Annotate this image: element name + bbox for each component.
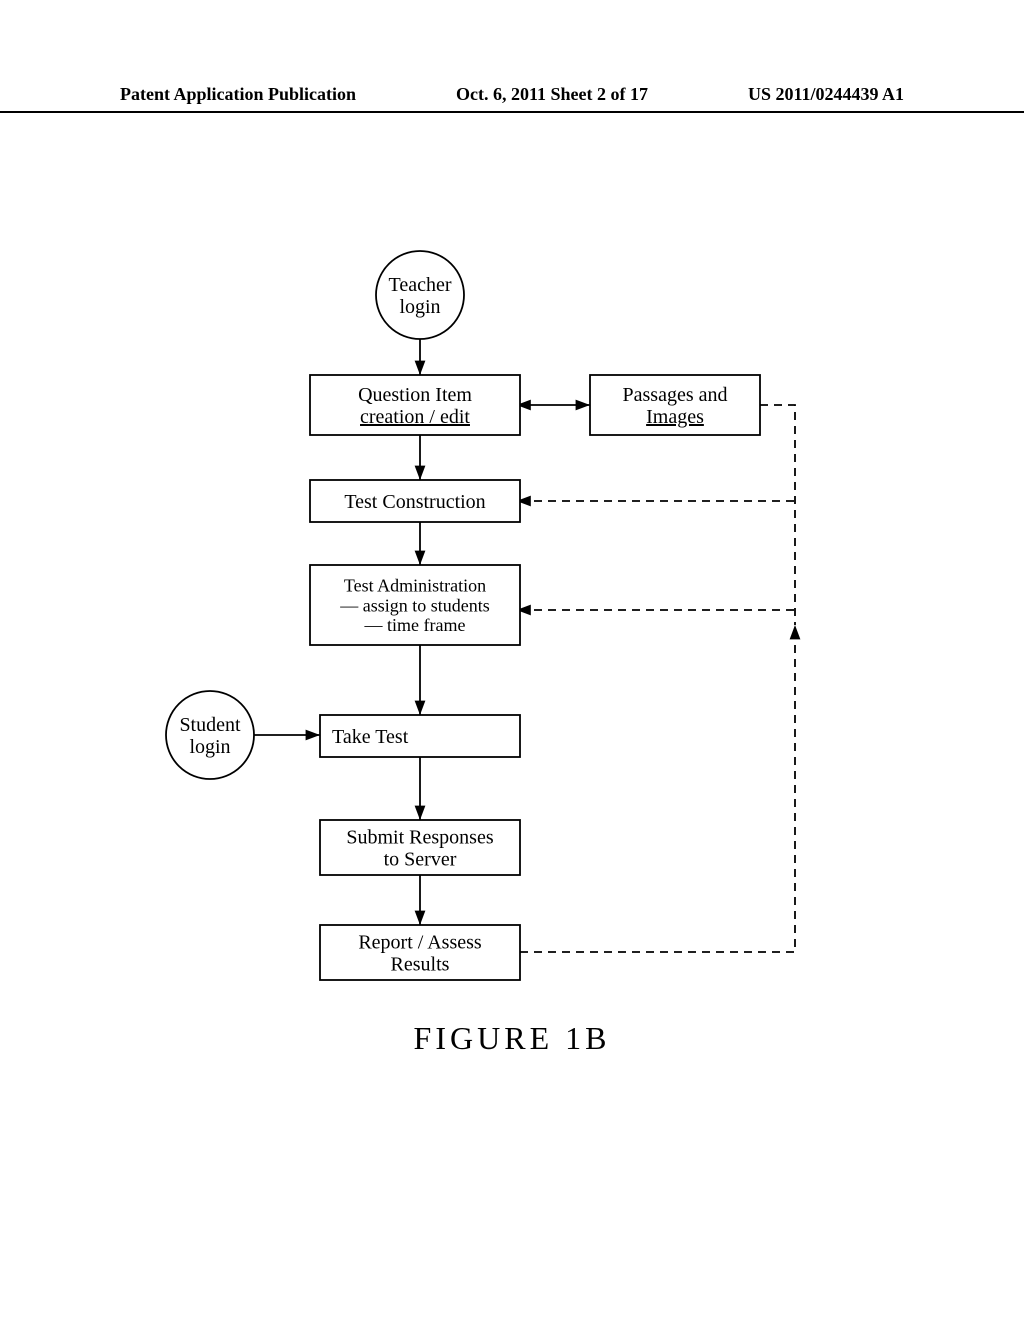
node-label: Passages and [623, 384, 728, 406]
node-label: Report / Assess [358, 932, 482, 954]
node-label: to Server [384, 849, 457, 871]
node-passages: Passages andImages [590, 375, 760, 435]
header-right: US 2011/0244439 A1 [748, 84, 904, 105]
node-report: Report / AssessResults [320, 925, 520, 980]
node-label: — assign to students [339, 595, 490, 615]
node-take: Take Test [320, 715, 520, 757]
node-label: creation / edit [360, 406, 470, 428]
node-teacher: Teacherlogin [376, 251, 464, 339]
node-label: Student [179, 714, 241, 736]
flow-edge [520, 625, 795, 952]
page-header: Patent Application Publication Oct. 6, 2… [0, 84, 1024, 113]
node-question: Question Itemcreation / edit [310, 375, 520, 435]
node-label: login [399, 296, 440, 318]
node-admin: Test Administration— assign to students—… [310, 565, 520, 645]
flowchart-diagram: TeacherloginQuestion Itemcreation / edit… [0, 180, 1024, 1080]
node-submit: Submit Responsesto Server [320, 820, 520, 875]
node-label: Images [646, 406, 704, 428]
node-construct: Test Construction [310, 480, 520, 522]
node-label: Teacher [389, 274, 452, 296]
node-label: Results [391, 954, 450, 976]
node-label: Test Administration [344, 576, 486, 596]
node-label: Submit Responses [346, 827, 493, 849]
node-label: Test Construction [344, 491, 485, 513]
page: Patent Application Publication Oct. 6, 2… [0, 0, 1024, 1320]
figure-label: FIGURE 1B [0, 1020, 1024, 1057]
node-student: Studentlogin [166, 691, 254, 779]
node-label: Question Item [358, 384, 472, 406]
node-label: — time frame [364, 615, 466, 635]
flow-edge [760, 405, 795, 625]
header-left: Patent Application Publication [120, 84, 356, 105]
node-label: Take Test [332, 726, 409, 748]
node-label: login [189, 736, 230, 758]
header-center: Oct. 6, 2011 Sheet 2 of 17 [456, 84, 648, 105]
